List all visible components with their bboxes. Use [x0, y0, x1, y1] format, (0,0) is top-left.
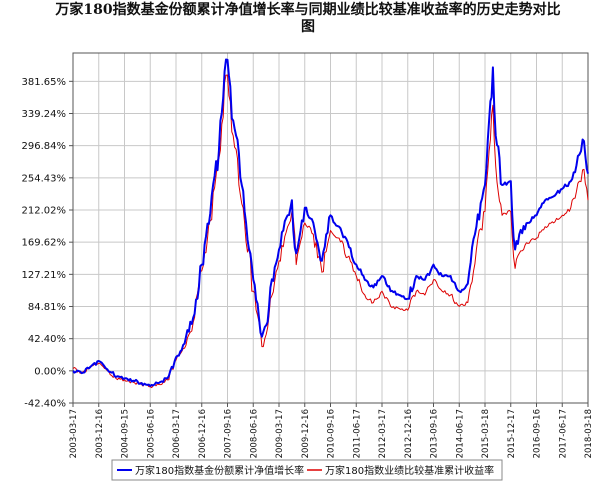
legend-label-benchmark: 万家180指数业绩比较基准累计收益率	[325, 464, 494, 477]
y-axis: -42.40% 0.00% 42.40% 84.81% 127.21% 169.62% 21…	[22, 77, 73, 410]
x-tick-label: 2006-12-16	[198, 409, 208, 458]
y-tick-label: 296.84%	[22, 141, 67, 152]
x-tick-label: 2003-12-16	[95, 409, 105, 458]
x-tick-label: 2014-06-17	[455, 409, 465, 458]
y-tick-label: 381.65%	[22, 77, 67, 88]
y-tick-label: 127.21%	[22, 270, 67, 281]
legend: 万家180指数基金份额累计净值增长率 万家180指数业绩比较基准累计收益率	[111, 459, 503, 481]
y-tick-label: 0.00%	[34, 366, 66, 377]
x-tick-label: 2018-03-18	[584, 409, 594, 458]
series-line-1	[72, 58, 589, 387]
grid	[72, 53, 589, 404]
x-tick-label: 2005-06-16	[146, 409, 156, 458]
x-tick-label: 2012-12-16	[404, 409, 414, 458]
chart-title-line-2: 图	[301, 19, 315, 35]
y-tick-label: 84.81%	[28, 302, 66, 313]
x-tick-label: 2009-12-16	[301, 409, 311, 458]
x-tick-label: 2015-12-17	[507, 409, 517, 458]
x-tick-label: 2009-03-17	[275, 409, 285, 458]
x-tick-label: 2017-06-17	[558, 409, 568, 458]
chart-title: 万家180指数基金份额累计净值增长率与同期业绩比较基准收益率的历史走势对比 图	[0, 2, 616, 36]
x-tick-label: 2011-06-17	[352, 409, 362, 458]
y-tick-label: -42.40%	[24, 399, 66, 410]
y-tick-label: 254.43%	[22, 173, 67, 184]
x-tick-label: 2013-09-16	[430, 409, 440, 458]
legend-label-nav: 万家180指数基金份额累计净值增长率	[135, 464, 304, 477]
series-layer	[72, 58, 589, 389]
x-tick-label: 2010-09-16	[327, 409, 337, 458]
chart-title-line-1: 万家180指数基金份额累计净值增长率与同期业绩比较基准收益率的历史走势对比	[55, 2, 561, 18]
x-tick-label: 2006-03-17	[172, 409, 182, 458]
x-tick-label: 2004-09-15	[121, 409, 131, 458]
y-tick-label: 212.02%	[22, 206, 67, 217]
x-tick-label: 2015-03-18	[481, 409, 491, 458]
y-tick-label: 42.40%	[28, 334, 66, 345]
series-line-2	[72, 74, 589, 389]
x-tick-label: 2016-09-16	[533, 409, 543, 458]
y-tick-label: 339.24%	[22, 109, 67, 120]
x-tick-label: 2008-06-16	[249, 409, 259, 458]
x-axis: 2003-03-17 2003-12-16 2004-09-15 2005-06-16…	[69, 403, 594, 458]
x-tick-label: 2007-09-16	[224, 409, 234, 458]
x-tick-label: 2012-03-17	[378, 409, 388, 458]
x-tick-label: 2003-03-17	[69, 409, 79, 458]
y-tick-label: 169.62%	[22, 238, 67, 249]
